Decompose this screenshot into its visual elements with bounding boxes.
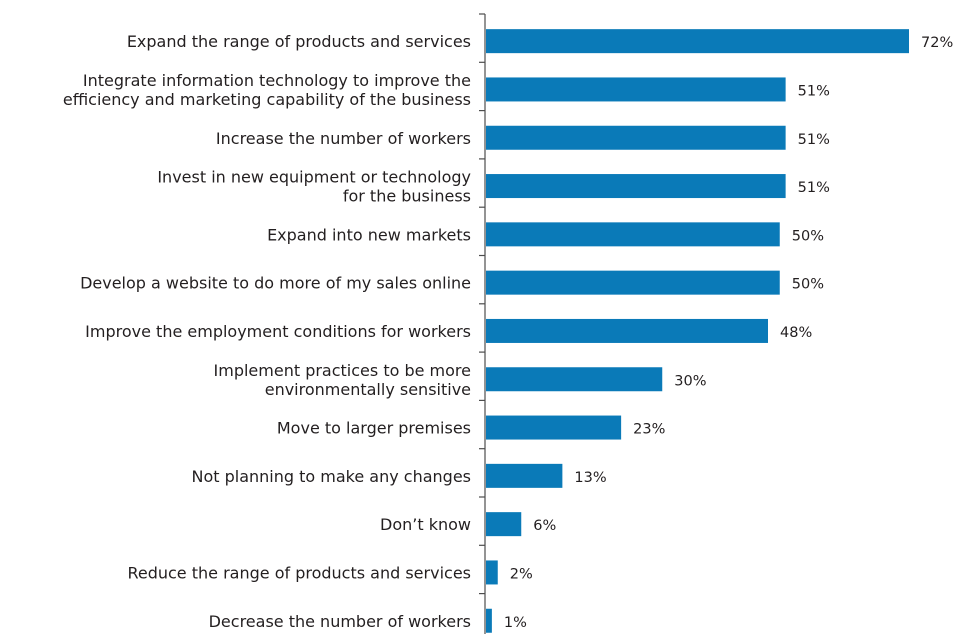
data-label: 51%: [798, 83, 830, 99]
bar: [486, 77, 786, 102]
category-label: Decrease the number of workers: [209, 612, 471, 631]
data-label: 30%: [674, 373, 706, 389]
category-label-line: for the business: [343, 187, 471, 206]
bar: [486, 125, 786, 150]
bar: [486, 608, 492, 633]
category-label: Develop a website to do more of my sales…: [80, 274, 471, 293]
category-label: Increase the number of workers: [216, 129, 471, 148]
category-label-line: Implement practices to be more: [214, 361, 471, 380]
y-axis: [479, 13, 486, 634]
category-labels: Expand the range of products and service…: [63, 32, 471, 631]
category-label-line: Move to larger premises: [277, 419, 471, 438]
category-label-line: Reduce the range of products and service…: [127, 563, 471, 582]
bar: [486, 318, 768, 343]
category-label: Improve the employment conditions for wo…: [85, 322, 471, 341]
category-label: Not planning to make any changes: [191, 467, 471, 486]
category-label: Move to larger premises: [277, 419, 471, 438]
category-label-line: Improve the employment conditions for wo…: [85, 322, 471, 341]
category-label-line: Develop a website to do more of my sales…: [80, 274, 471, 293]
data-label: 72%: [921, 35, 953, 51]
bar: [486, 415, 622, 440]
bar: [486, 174, 786, 199]
category-label-line: Integrate information technology to impr…: [83, 71, 471, 90]
category-label-line: Expand into new markets: [267, 225, 471, 244]
category-label-line: Not planning to make any changes: [191, 467, 471, 486]
category-label: Expand into new markets: [267, 225, 471, 244]
bar: [486, 222, 780, 247]
data-label: 50%: [792, 228, 824, 244]
category-label: Expand the range of products and service…: [127, 32, 471, 51]
data-label: 13%: [574, 470, 606, 486]
bar: [486, 367, 663, 392]
category-label-line: efficiency and marketing capability of t…: [63, 90, 471, 109]
bar: [486, 560, 498, 585]
data-label: 1%: [504, 615, 527, 631]
bar: [486, 270, 780, 295]
category-label: Invest in new equipment or technology for…: [157, 168, 471, 206]
data-label: 51%: [798, 132, 830, 148]
data-label: 50%: [792, 277, 824, 293]
category-label: Implement practices to be more environmen…: [214, 361, 471, 399]
category-label-line: Invest in new equipment or technology: [157, 168, 471, 187]
category-label-line: Don’t know: [380, 515, 471, 534]
bars: [486, 29, 909, 633]
bar: [486, 29, 909, 54]
category-label: Reduce the range of products and service…: [127, 563, 471, 582]
category-label-line: Decrease the number of workers: [209, 612, 471, 631]
data-label: 51%: [798, 180, 830, 196]
data-label: 48%: [780, 325, 812, 341]
category-label-line: environmentally sensitive: [265, 380, 471, 399]
category-label-line: Increase the number of workers: [216, 129, 471, 148]
value-labels: 72% 51% 51% 51% 50% 50% 48% 30% 23% 13% 6% 2% 1%: [504, 35, 953, 631]
category-label: Don’t know: [380, 515, 471, 534]
data-label: 6%: [533, 518, 556, 534]
category-label-line: Expand the range of products and service…: [127, 32, 471, 51]
bar: [486, 463, 563, 488]
data-label: 2%: [510, 566, 533, 582]
data-label: 23%: [633, 422, 665, 438]
bar: [486, 512, 522, 537]
category-label: Integrate information technology to impr…: [63, 71, 471, 109]
